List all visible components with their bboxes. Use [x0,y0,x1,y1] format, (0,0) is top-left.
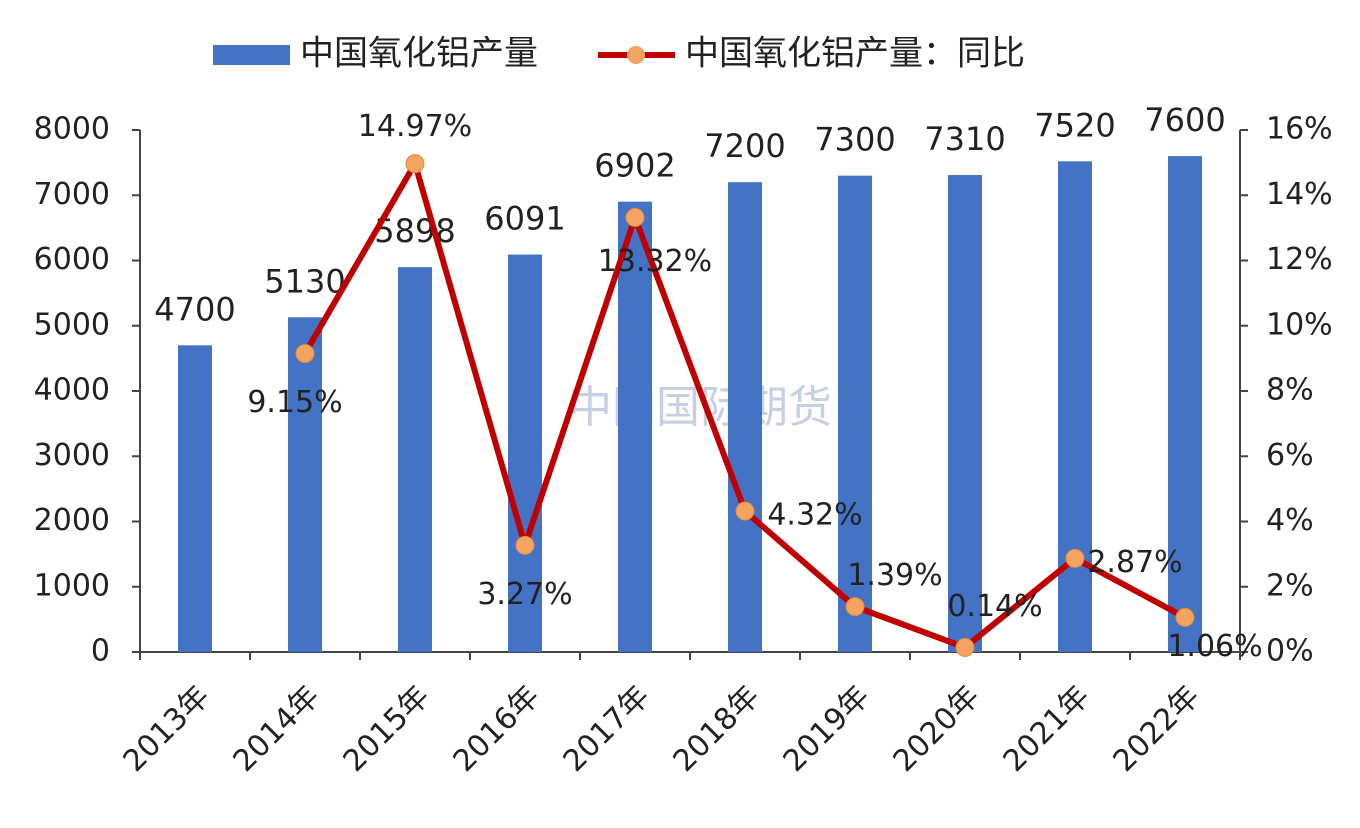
bar [618,201,652,652]
bar-value-label: 5130 [264,262,345,300]
line-marker [735,501,755,521]
y-tick-label: 8000 [34,112,110,147]
y-tick-label: 5000 [34,307,110,342]
y-tick-label: 2000 [34,503,110,538]
bar [288,317,322,652]
line-marker [1175,607,1195,627]
y2-tick-label: 6% [1266,438,1314,473]
bar-value-label: 7310 [924,120,1005,158]
y-tick-label: 3000 [34,438,110,473]
y2-tick-label: 14% [1266,177,1333,212]
line-value-label: 0.14% [947,589,1042,624]
bar-value-label: 7200 [704,127,785,165]
x-tick-label: 2016年 [447,679,547,779]
y2-tick-label: 16% [1266,112,1333,147]
bar [178,345,212,652]
x-tick-label: 2013年 [117,679,217,779]
y-tick-label: 6000 [34,242,110,277]
legend-marker [627,46,645,64]
legend-label: 中国氧化铝产量 [300,34,538,74]
legend-label: 中国氧化铝产量：同比 [685,34,1025,74]
line-value-label: 3.27% [477,577,572,612]
line-marker [295,343,315,363]
bar-value-label: 5898 [374,212,455,250]
y-tick-label: 1000 [34,568,110,603]
bar-value-label: 4700 [154,290,235,328]
x-tick-label: 2019年 [777,679,877,779]
line-marker [625,207,645,227]
y2-tick-label: 10% [1266,307,1333,342]
line-value-label: 14.97% [358,109,472,144]
y-tick-label: 0 [91,634,110,669]
bar-value-label: 6091 [484,200,565,238]
line-marker [1065,548,1085,568]
bar [1168,156,1202,652]
y2-tick-label: 8% [1266,373,1314,408]
legend-swatch [213,45,290,65]
line-value-label: 13.32% [598,244,712,279]
line-value-label: 9.15% [247,385,342,420]
x-tick-label: 2015年 [337,679,437,779]
y2-tick-label: 4% [1266,503,1314,538]
y-tick-label: 7000 [34,177,110,212]
line-marker [405,154,425,174]
bar [508,254,542,652]
bar-value-label: 7520 [1034,106,1115,144]
x-tick-label: 2014年 [227,679,327,779]
bar [398,267,432,652]
y2-tick-label: 0% [1266,634,1314,669]
bar [728,182,762,652]
x-tick-label: 2022年 [1107,679,1207,779]
bar [838,175,872,653]
line-value-label: 4.32% [767,498,862,533]
line-marker [955,637,975,657]
bar-value-label: 6902 [594,147,675,185]
x-tick-label: 2021年 [997,679,1097,779]
x-tick-label: 2017年 [557,679,657,779]
bar [948,175,982,652]
x-tick-label: 2020年 [887,679,987,779]
line-value-label: 1.39% [847,558,942,593]
y2-tick-label: 12% [1266,242,1333,277]
y2-tick-label: 2% [1266,568,1314,603]
line-value-label: 2.87% [1087,545,1182,580]
line-marker [845,597,865,617]
bar-value-label: 7600 [1144,101,1225,139]
line-value-label: 1.06% [1167,629,1262,664]
line-marker [515,535,535,555]
y-tick-label: 4000 [34,373,110,408]
x-tick-label: 2018年 [667,679,767,779]
bar-value-label: 7300 [814,121,895,159]
